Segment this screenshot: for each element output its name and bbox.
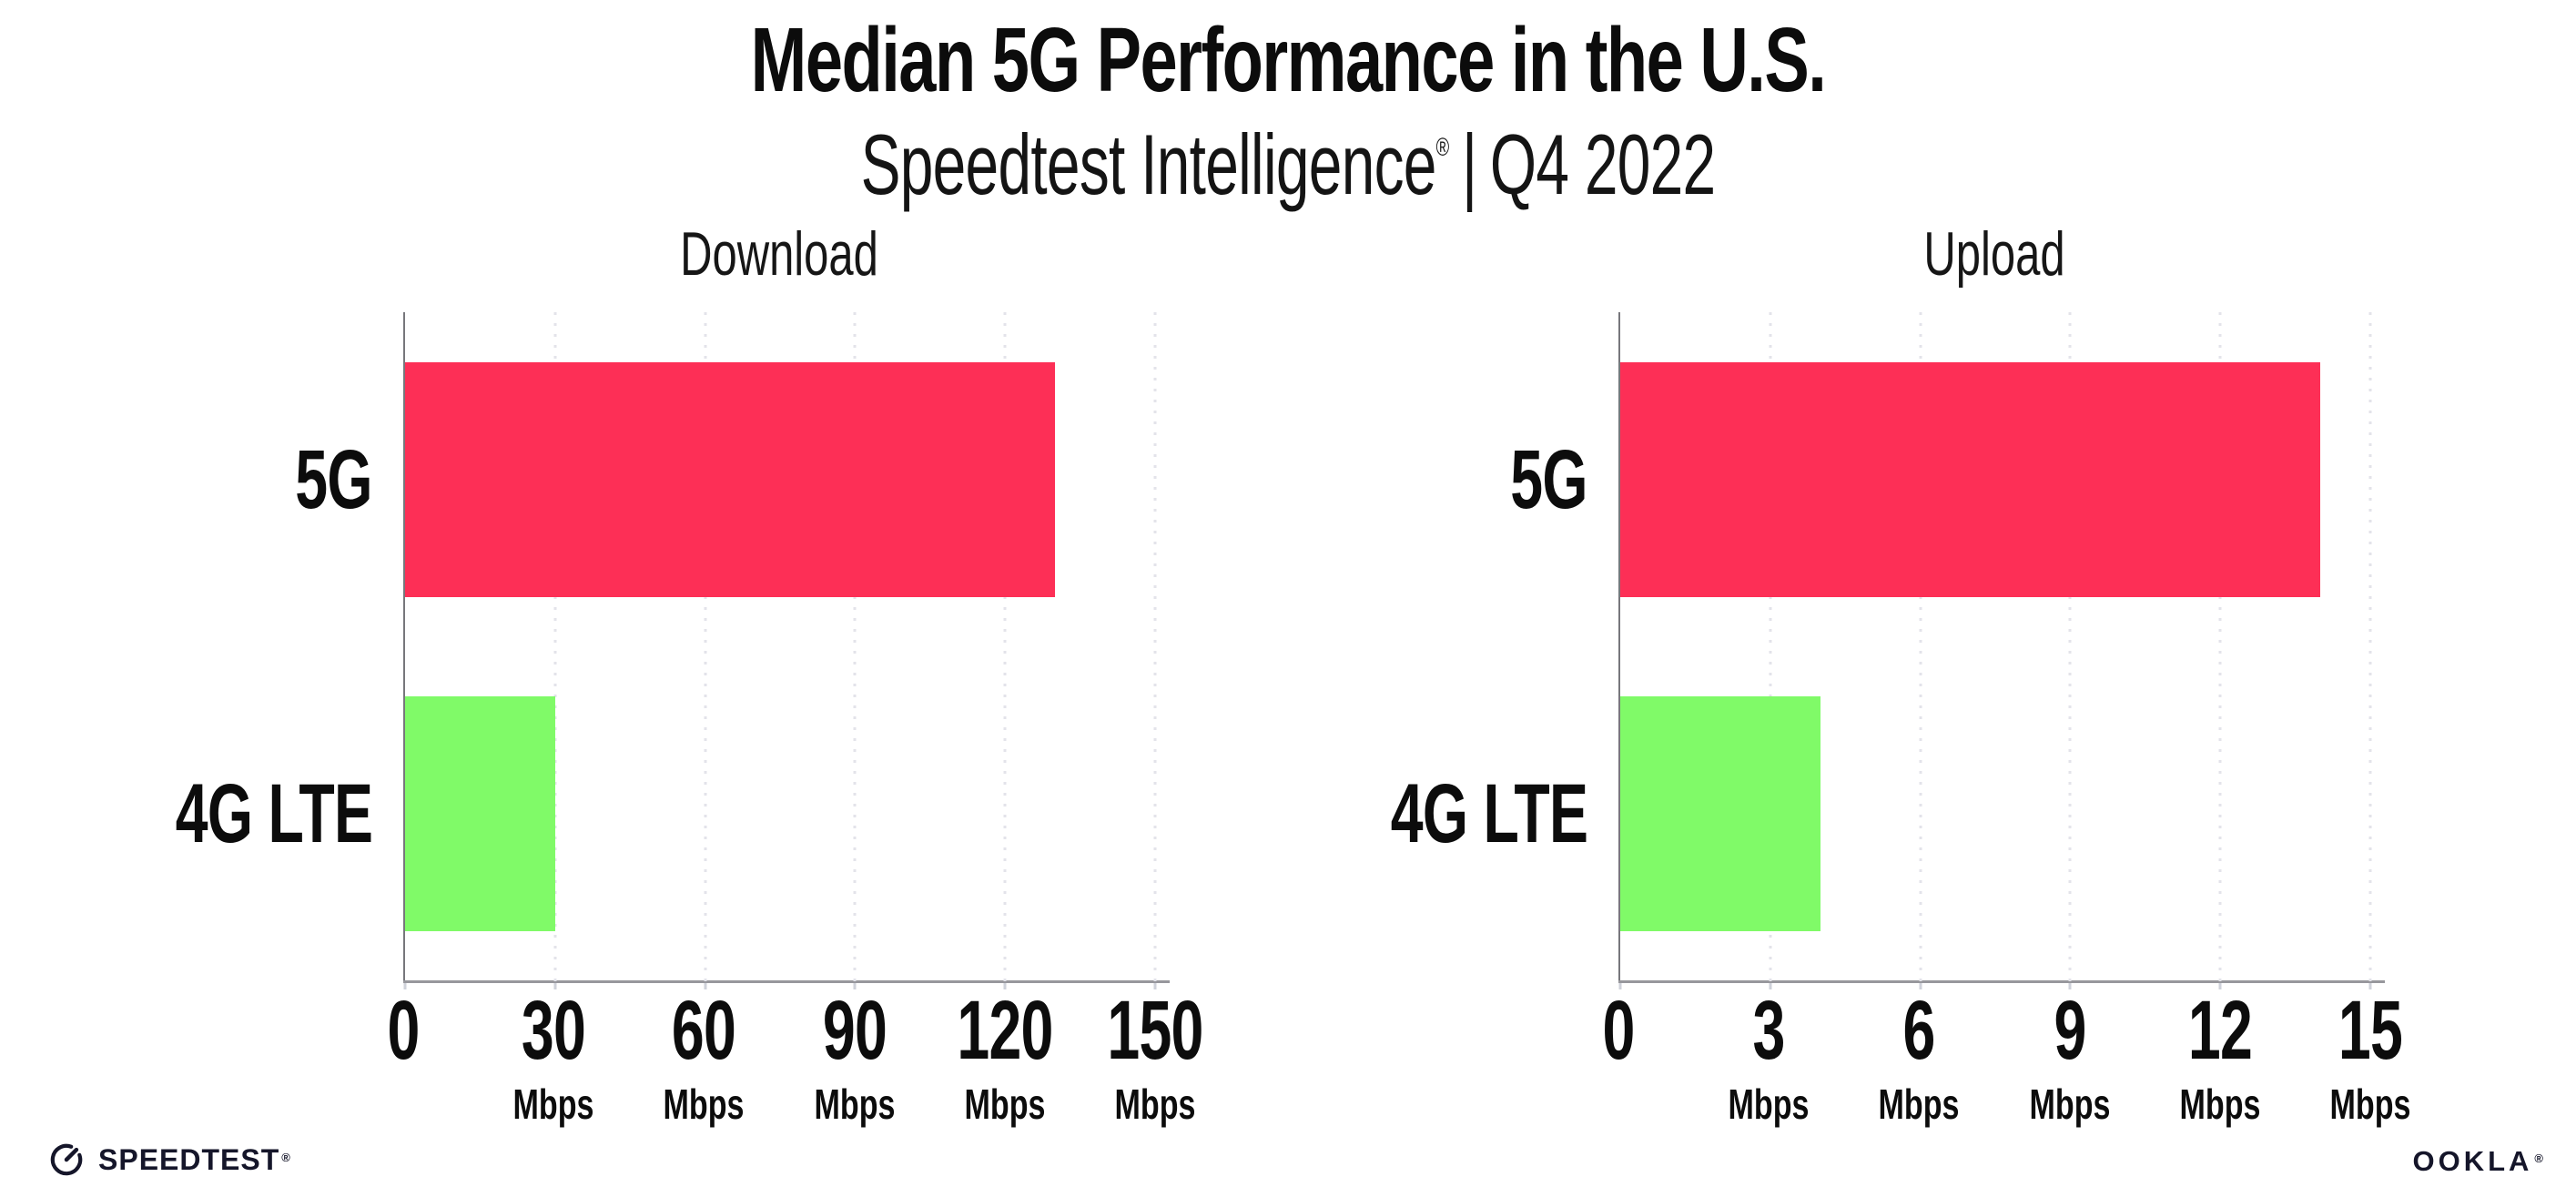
gridline xyxy=(553,312,557,981)
tick-mark xyxy=(704,983,707,989)
x-tick-value: 150 xyxy=(1107,984,1203,1077)
x-tick: 90 Mbps xyxy=(800,989,909,1125)
x-tick: 12 Mbps xyxy=(2165,989,2275,1125)
chart-area: 5G 4G LTE xyxy=(176,312,1170,989)
tick-mark xyxy=(403,983,407,989)
gridline xyxy=(1153,312,1157,981)
x-tick: 150 Mbps xyxy=(1087,989,1224,1125)
gridline xyxy=(1919,312,1922,981)
chart-area: 5G 4G LTE xyxy=(1391,312,2385,989)
tick-mark xyxy=(853,983,857,989)
x-tick-unit: Mbps xyxy=(1728,1080,1810,1128)
plot-area xyxy=(1618,312,2385,989)
tick-mark xyxy=(1153,983,1157,989)
gridline xyxy=(2368,312,2372,981)
plot-area xyxy=(403,312,1170,989)
tick-mark xyxy=(2068,983,2072,989)
x-tick-value: 0 xyxy=(1602,984,1635,1077)
category-label-4g-lte: 4G LTE xyxy=(1390,767,1588,861)
x-tick: 3 Mbps xyxy=(1714,989,1823,1125)
registered-mark: ® xyxy=(281,1151,290,1164)
gridline xyxy=(704,312,707,981)
tick-mark xyxy=(2368,983,2372,989)
x-tick: 9 Mbps xyxy=(2015,989,2125,1125)
gridline xyxy=(2068,312,2072,981)
tick-mark xyxy=(1003,983,1007,989)
x-tick: 30 Mbps xyxy=(499,989,608,1125)
gridline xyxy=(1769,312,1772,981)
gridline xyxy=(853,312,857,981)
x-tick-value: 0 xyxy=(387,984,420,1077)
chart-title-upload: Upload xyxy=(1923,219,2065,289)
x-axis-line xyxy=(1618,980,2385,983)
bar-4g-lte xyxy=(405,696,555,932)
gridline xyxy=(1003,312,1007,981)
chart-title-download: Download xyxy=(680,219,878,289)
x-tick: 120 Mbps xyxy=(937,989,1074,1125)
subtitle-brand: Speedtest Intelligence xyxy=(860,117,1437,212)
x-tick-value: 3 xyxy=(1752,984,1786,1077)
subtitle-separator: | xyxy=(1462,117,1477,212)
speedtest-gauge-icon xyxy=(47,1141,86,1179)
category-axis: 5G 4G LTE xyxy=(176,312,403,981)
x-tick-value: 9 xyxy=(2054,984,2086,1077)
x-tick: 0 xyxy=(380,989,426,1125)
x-tick-unit: Mbps xyxy=(512,1080,594,1128)
bar-5g xyxy=(1620,361,2321,597)
x-axis: 0 30 Mbps 60 Mbps 90 Mbps 120 Mbps 150 Mbps xyxy=(387,989,1203,1157)
subtitle-period: Q4 2022 xyxy=(1489,117,1716,212)
x-tick-value: 30 xyxy=(522,984,586,1077)
registered-mark: ® xyxy=(2534,1151,2543,1165)
gridline xyxy=(2218,312,2222,981)
x-axis-line xyxy=(403,980,1170,983)
x-tick-value: 90 xyxy=(822,984,887,1077)
header: Median 5G Performance in the U.S. Speedt… xyxy=(0,0,2576,208)
x-tick-value: 120 xyxy=(957,984,1053,1077)
bar-4g-lte xyxy=(1620,696,1820,932)
x-tick-unit: Mbps xyxy=(1114,1080,1196,1128)
chart-panel-upload: Upload 5G 4G LTE 0 3 Mbps 6 Mbps 9 Mbps 12 Mbps 15… xyxy=(1391,218,2411,1157)
category-label-5g: 5G xyxy=(1510,432,1587,526)
category-label-5g: 5G xyxy=(295,432,372,526)
tick-mark xyxy=(553,983,557,989)
tick-mark xyxy=(1919,983,1922,989)
ookla-wordmark: OOKLA xyxy=(2412,1145,2533,1177)
x-tick-value: 6 xyxy=(1902,984,1936,1077)
x-tick-unit: Mbps xyxy=(2179,1080,2261,1128)
category-label-4g-lte: 4G LTE xyxy=(175,767,373,861)
x-tick-unit: Mbps xyxy=(2329,1080,2411,1128)
tick-mark xyxy=(1769,983,1772,989)
x-tick-value: 60 xyxy=(672,984,736,1077)
tick-mark xyxy=(2218,983,2222,989)
x-tick-unit: Mbps xyxy=(964,1080,1046,1128)
speedtest-wordmark: SPEEDTEST ® xyxy=(98,1143,290,1176)
x-tick: 6 Mbps xyxy=(1864,989,1973,1125)
x-tick-unit: Mbps xyxy=(2029,1080,2111,1128)
bar-5g xyxy=(405,361,1056,597)
ookla-logo: OOKLA ® xyxy=(2412,1147,2543,1175)
x-tick: 0 xyxy=(1596,989,1641,1125)
speedtest-logo: SPEEDTEST ® xyxy=(47,1141,290,1179)
x-tick-unit: Mbps xyxy=(1878,1080,1960,1128)
category-axis: 5G 4G LTE xyxy=(1391,312,1618,981)
page-title: Median 5G Performance in the U.S. xyxy=(750,9,1827,111)
chart-panel-download: Download 5G 4G LTE 0 30 Mbps 60 Mbps 90 Mbps 120… xyxy=(176,218,1204,1157)
tick-mark xyxy=(1618,983,1622,989)
x-tick-value: 12 xyxy=(2187,984,2253,1077)
x-tick: 60 Mbps xyxy=(649,989,758,1125)
x-tick-value: 15 xyxy=(2338,984,2403,1077)
x-tick-unit xyxy=(1601,1083,1635,1125)
registered-mark: ® xyxy=(1435,131,1450,161)
x-tick: 15 Mbps xyxy=(2316,989,2425,1125)
x-tick-unit xyxy=(386,1083,420,1125)
x-tick-unit: Mbps xyxy=(663,1080,745,1128)
x-tick-unit: Mbps xyxy=(814,1080,896,1128)
x-axis: 0 3 Mbps 6 Mbps 9 Mbps 12 Mbps 15 Mbps xyxy=(1602,989,2410,1157)
page-subtitle: Speedtest Intelligence® | Q4 2022 xyxy=(387,122,2190,208)
